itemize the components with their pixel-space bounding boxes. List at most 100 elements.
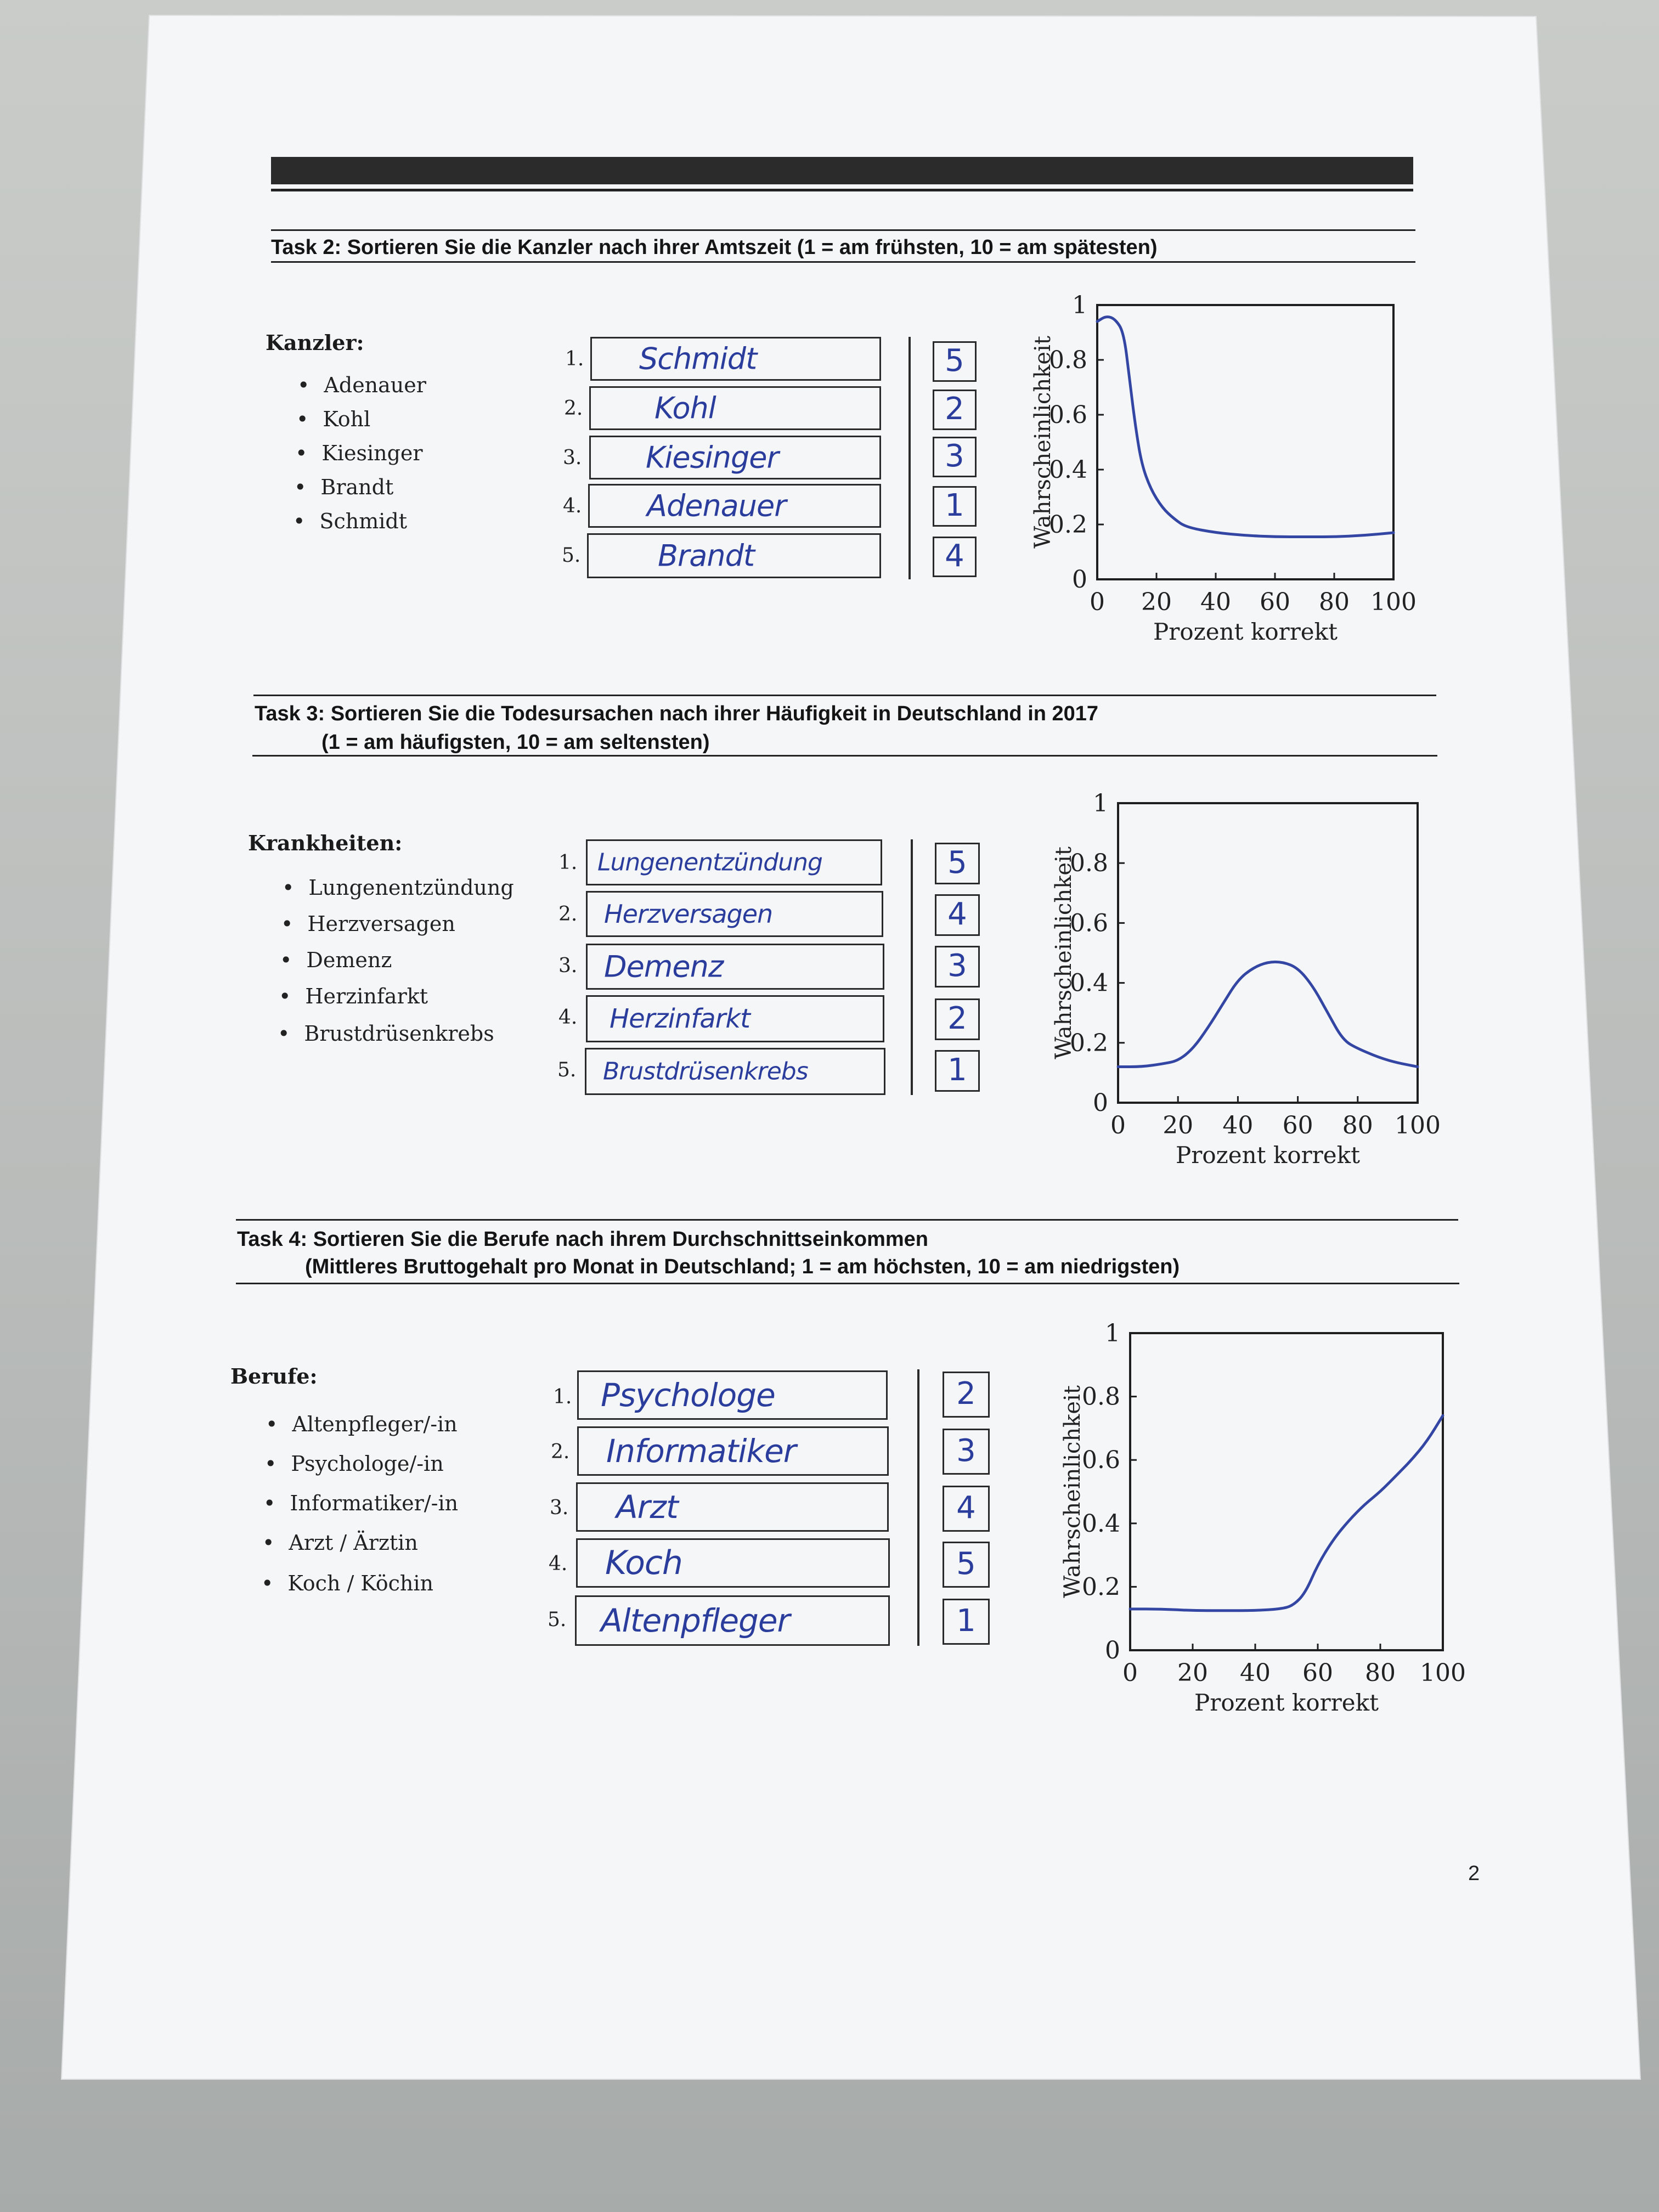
task-2-chart: 0 20 40 60 80 100 0 0.2 0.4 0.6 0.8 1 Prozent korrek… [1031, 294, 1417, 645]
task-2-score-4: 1 [945, 488, 964, 524]
x-tick-label: 100 [1395, 1111, 1441, 1139]
y-axis-label: Wahrscheinlichkeit [1052, 847, 1076, 1059]
task-2-item-5: Schmidt [293, 509, 407, 533]
task-2-score-field-1[interactable]: 5 [933, 341, 977, 382]
task-3-score-field-2[interactable]: 4 [935, 894, 980, 936]
x-tick-label: 80 [1365, 1659, 1396, 1687]
task-4-score-field-3[interactable]: 4 [943, 1486, 990, 1532]
task-2-score-field-3[interactable]: 3 [933, 437, 977, 477]
task-4-item-2: Psychologe/-in [264, 1452, 443, 1476]
task-3-answer-field-4[interactable]: Herzinfarkt [586, 995, 884, 1042]
task-4-score-field-4[interactable]: 5 [943, 1542, 990, 1588]
task-3-score-2: 4 [947, 896, 967, 933]
task-2-score-field-4[interactable]: 1 [933, 486, 977, 527]
task-4-answer-1: Psychologe [601, 1376, 776, 1414]
task-3-answer-2: Herzversagen [604, 899, 773, 929]
task-3-chart: 0 20 40 60 80 100 0 0.2 0.4 0.6 0.8 1 Prozent korrek… [1052, 789, 1441, 1169]
task-3-score-field-4[interactable]: 2 [935, 998, 980, 1040]
task-2-score-field-2[interactable]: 2 [933, 390, 977, 430]
task-2-answer-field-2[interactable]: Kohl [589, 386, 881, 430]
task-4-answer-field-4[interactable]: Koch [576, 1538, 890, 1588]
task-3-title-line-2: (1 = am häufigsten, 10 = am seltensten) [321, 731, 710, 754]
y-tick-label: 1 [1093, 789, 1108, 817]
x-tick-label: 40 [1200, 588, 1231, 616]
y-tick-label: 0.8 [1082, 1383, 1120, 1411]
task-3-list-heading: Krankheiten: [248, 831, 403, 855]
x-tick-label: 60 [1260, 588, 1290, 616]
task-2-top-rule [271, 229, 1415, 231]
x-tick-label: 60 [1302, 1659, 1333, 1687]
task-4-chart: 0 20 40 60 80 100 0 0.2 0.4 0.6 0.8 1 Prozent korrek… [1061, 1319, 1466, 1716]
x-tick-label: 20 [1141, 588, 1172, 616]
task-3-rank-3: 3. [558, 955, 578, 977]
task-3-answer-field-3[interactable]: Demenz [586, 944, 884, 990]
y-tick-label: 1 [1105, 1319, 1120, 1347]
task-2-bottom-rule [271, 261, 1415, 263]
y-tick-label: 0.6 [1082, 1446, 1120, 1474]
task-2-item-2: Kohl [296, 407, 370, 431]
x-tick-label: 60 [1283, 1111, 1313, 1139]
y-tick-label: 1 [1072, 294, 1087, 319]
task-2-score-field-5[interactable]: 4 [933, 537, 977, 577]
task-3-divider [911, 839, 913, 1095]
task-4-answer-field-1[interactable]: Psychologe [577, 1370, 888, 1420]
task-3-score-1: 5 [947, 845, 967, 881]
task-3-bottom-rule [252, 755, 1437, 757]
task-3-answer-field-2[interactable]: Herzversagen [586, 891, 883, 937]
header-underline [271, 189, 1413, 191]
task-2-answer-3: Kiesinger [646, 440, 779, 475]
task-4-answer-field-5[interactable]: Altenpfleger [575, 1595, 890, 1646]
task-3-score-field-5[interactable]: 1 [935, 1050, 980, 1092]
task-3-answer-5: Brustdrüsenkrebs [603, 1057, 809, 1086]
task-2-answer-2: Kohl [654, 391, 716, 426]
task-4-divider [917, 1369, 919, 1646]
task-3-rank-5: 5. [557, 1059, 577, 1081]
x-axis-label: Prozent korrekt [1176, 1142, 1360, 1169]
series-line [1116, 960, 1419, 1068]
task-3-rank-4: 4. [558, 1006, 578, 1029]
task-3-answer-field-1[interactable]: Lungenentzündung [586, 839, 882, 885]
task-3-score-4: 2 [947, 1001, 967, 1037]
task-4-rank-2: 2. [551, 1441, 570, 1463]
y-axis-label: Wahrscheinlichkeit [1031, 336, 1056, 549]
task-3-score-3: 3 [947, 948, 967, 984]
task-4-score-field-2[interactable]: 3 [943, 1429, 990, 1475]
task-2-rank-1: 1. [565, 348, 584, 370]
x-tick-label: 100 [1420, 1659, 1466, 1687]
page-number: 2 [1468, 1862, 1480, 1885]
task-2-answer-field-5[interactable]: Brandt [587, 533, 881, 578]
task-3-score-5: 1 [947, 1052, 967, 1088]
task-4-answer-field-2[interactable]: Informatiker [577, 1426, 889, 1476]
task-3-score-field-3[interactable]: 3 [935, 946, 980, 988]
task-4-rank-3: 3. [550, 1497, 569, 1519]
task-3-item-3: Demenz [280, 948, 392, 972]
task-4-score-field-1[interactable]: 2 [943, 1372, 990, 1418]
task-4-answer-field-3[interactable]: Arzt [576, 1482, 889, 1532]
task-4-list-heading: Berufe: [230, 1364, 318, 1389]
task-3-answer-field-5[interactable]: Brustdrüsenkrebs [585, 1048, 885, 1095]
task-3-rank-2: 2. [558, 903, 578, 926]
x-tick-label: 20 [1163, 1111, 1193, 1139]
task-4-item-3: Informatiker/-in [263, 1491, 458, 1515]
x-tick-label: 80 [1319, 588, 1350, 616]
task-4-score-1: 2 [956, 1376, 976, 1412]
task-2-answer-field-4[interactable]: Adenauer [588, 484, 881, 528]
y-tick-label: 0.2 [1049, 511, 1087, 539]
task-4-score-3: 4 [956, 1490, 976, 1526]
series-line [1096, 315, 1395, 538]
task-4-item-5: Koch / Köchin [261, 1571, 433, 1595]
x-tick-label: 40 [1222, 1111, 1253, 1139]
x-axis-label: Prozent korrekt [1194, 1689, 1379, 1716]
task-2-answer-field-1[interactable]: Schmidt [590, 337, 881, 381]
task-3-answer-3: Demenz [604, 949, 724, 984]
task-4-answer-5: Altenpfleger [601, 1602, 790, 1639]
task-4-score-field-5[interactable]: 1 [943, 1599, 990, 1645]
task-3-score-field-1[interactable]: 5 [935, 843, 980, 884]
task-3-title: Task 3: Sortieren Sie die Todesursachen … [255, 702, 1099, 725]
y-tick-label: 0.4 [1070, 969, 1108, 997]
task-2-rank-4: 4. [563, 495, 582, 517]
task-2-answer-field-3[interactable]: Kiesinger [589, 436, 881, 479]
y-tick-label: 0.8 [1049, 346, 1087, 374]
y-tick-label: 0.2 [1082, 1573, 1120, 1601]
